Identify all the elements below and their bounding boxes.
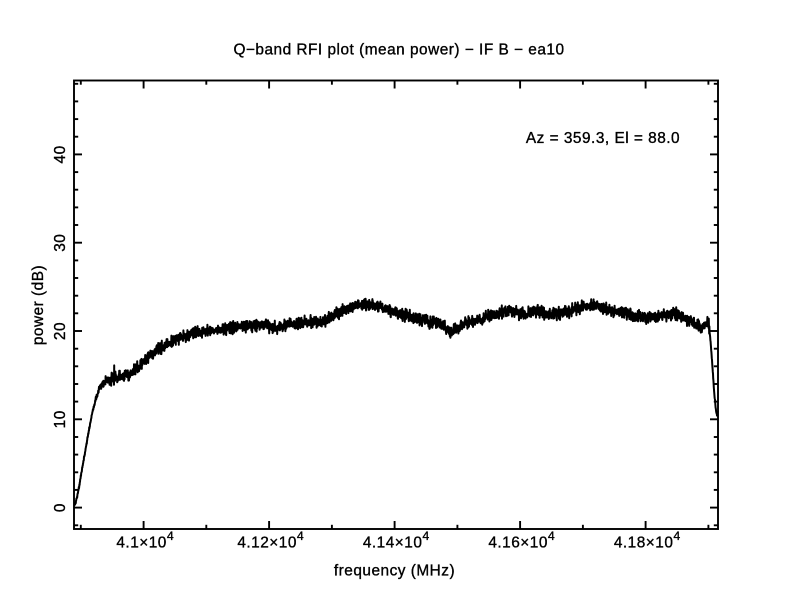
svg-text:Q−band RFI plot (mean power) −: Q−band RFI plot (mean power) − IF B − ea… <box>233 42 564 59</box>
svg-text:4.12×104: 4.12×104 <box>237 529 304 552</box>
svg-text:4.18×104: 4.18×104 <box>614 529 681 552</box>
svg-text:power (dB): power (dB) <box>30 265 47 345</box>
svg-text:4.1×104: 4.1×104 <box>116 529 174 552</box>
svg-text:10: 10 <box>52 410 69 428</box>
svg-text:4.16×104: 4.16×104 <box>488 529 555 552</box>
svg-text:0: 0 <box>52 503 69 512</box>
svg-text:40: 40 <box>52 145 69 163</box>
svg-text:30: 30 <box>52 234 69 252</box>
svg-text:4.14×104: 4.14×104 <box>363 529 430 552</box>
svg-text:frequency (MHz): frequency (MHz) <box>334 563 455 580</box>
svg-text:Az = 359.3, El = 88.0: Az = 359.3, El = 88.0 <box>526 130 680 147</box>
svg-text:20: 20 <box>52 322 69 340</box>
